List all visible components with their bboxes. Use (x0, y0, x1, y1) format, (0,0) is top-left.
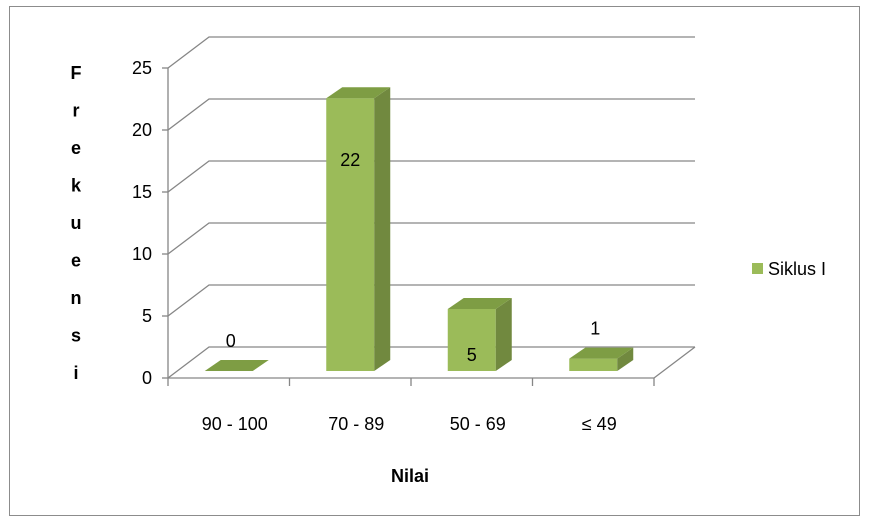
y-tick-label-25: 25 (132, 58, 152, 78)
data-labels: 0 22 5 1 (226, 150, 601, 365)
bar-top-3 (569, 347, 634, 359)
legend-swatch-siklus-i (752, 263, 763, 274)
x-tick-label-3: ≤ 49 (582, 414, 617, 434)
x-axis-title: Nilai (391, 466, 429, 486)
gridline-10 (167, 222, 695, 255)
data-label-3: 1 (590, 319, 600, 339)
y-tick-label-0: 0 (142, 368, 152, 388)
bar-top-1 (326, 87, 391, 99)
legend-label-siklus-i: Siklus I (768, 259, 826, 279)
bar-front-3 (569, 358, 618, 371)
bar-0 (204, 360, 269, 372)
bar-side-2 (495, 298, 512, 371)
bar-top-0 (204, 360, 269, 371)
bar-front-2 (447, 309, 496, 371)
gridline-5 (167, 284, 695, 317)
y-axis-title-letter: k (71, 176, 82, 196)
bar-front-1 (326, 98, 375, 371)
bar-3 (569, 347, 634, 371)
bar-side-3 (617, 347, 634, 371)
y-tick-label-15: 15 (132, 182, 152, 202)
data-label-0: 0 (226, 331, 236, 351)
y-axis-title-letter: i (73, 363, 78, 383)
y-tick-label-20: 20 (132, 120, 152, 140)
y-axis-title-letter: n (71, 288, 82, 308)
gridline-15 (167, 160, 695, 193)
y-axis-title-letter: r (72, 101, 79, 121)
data-label-1: 22 (340, 150, 360, 170)
x-tick-label-1: 70 - 89 (328, 414, 384, 434)
gridline-0 (167, 346, 695, 379)
bar-1 (326, 87, 391, 371)
data-label-2: 5 (467, 345, 477, 365)
bars (204, 87, 634, 372)
gridline-25 (167, 36, 695, 69)
gridline-20 (167, 98, 695, 131)
y-tick-label-10: 10 (132, 244, 152, 264)
x-tick-label-0: 90 - 100 (202, 414, 268, 434)
y-axis-title-letter: u (71, 213, 82, 233)
x-tick-label-2: 50 - 69 (450, 414, 506, 434)
y-axis-title-letter: s (71, 326, 81, 346)
bar-2 (447, 298, 512, 371)
y-axis-title-letter: F (71, 63, 82, 83)
bar-side-1 (374, 87, 391, 371)
x-tick-labels: 90 - 100 70 - 89 50 - 69 ≤ 49 (202, 414, 617, 434)
bar-top-2 (447, 298, 512, 309)
y-tick-labels: 0 5 10 15 20 25 (132, 58, 152, 388)
y-tick-label-5: 5 (142, 306, 152, 326)
gridlines (167, 36, 695, 379)
legend: Siklus I (752, 259, 826, 279)
y-axis-title-letter: e (71, 138, 81, 158)
axes (162, 67, 696, 386)
chart-frame (9, 6, 860, 516)
y-axis-title-letter: e (71, 251, 81, 271)
